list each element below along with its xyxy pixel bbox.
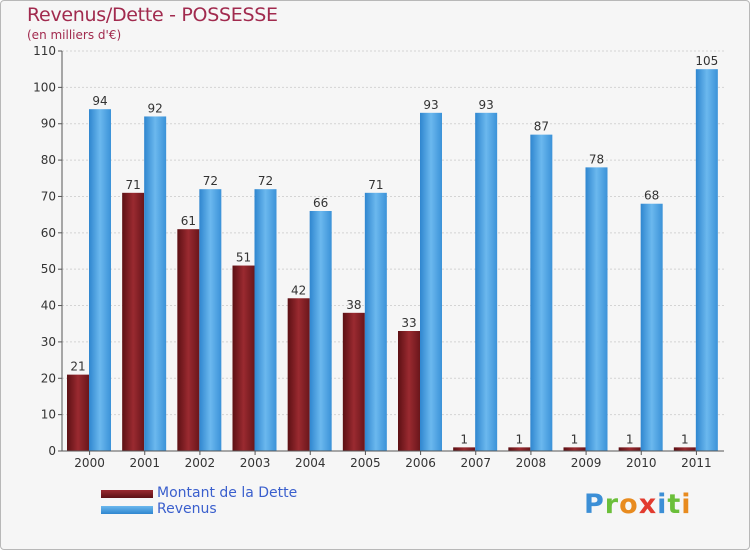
y-tick-label: 40 [41,299,56,313]
grid-layer [62,50,724,452]
y-tick-label: 20 [41,371,56,385]
data-label: 87 [534,120,549,134]
x-tick-label: 2008 [516,456,547,470]
y-tick-label: 100 [33,80,56,94]
logo-letter: o [619,489,639,520]
x-tick-label: 2010 [626,456,657,470]
x-tick-label: 2000 [74,456,105,470]
x-tick-label: 2007 [460,456,491,470]
legend-swatch-dette [101,490,153,498]
data-label: 66 [313,196,328,210]
logo-letter: t [667,489,682,520]
x-tick-label: 2006 [405,456,436,470]
x-tick-label: 2009 [571,456,602,470]
data-label: 1 [460,432,468,446]
data-label: 105 [695,54,718,68]
bar-revenus [695,69,718,451]
data-label: 1 [516,432,524,446]
y-tick-label: 90 [41,117,56,131]
data-label: 38 [346,298,361,312]
bar-dette [453,447,476,451]
data-label: 72 [258,174,273,188]
data-label: 1 [681,432,689,446]
bar-revenus [585,167,608,451]
bar-dette [67,374,89,451]
y-tick-label: 30 [41,335,56,349]
x-tick-label: 2003 [240,456,271,470]
bar-revenus [530,134,553,452]
x-tick-label: 2002 [185,456,216,470]
x-tick-label: 2005 [350,456,381,470]
data-label: 33 [401,316,416,330]
bar-dette [398,331,420,451]
bar-revenus [364,192,387,451]
logo-letter: P [584,489,605,520]
data-label: 72 [203,174,218,188]
data-label: 68 [644,189,659,203]
x-tick-label: 2011 [681,456,712,470]
bar-dette [673,447,696,451]
y-tick-label: 80 [41,153,56,167]
bar-dette [122,192,145,451]
legend-label-dette: Montant de la Dette [157,485,298,501]
bar-revenus [420,112,442,452]
bar-revenus [309,211,332,451]
data-label: 93 [479,98,494,112]
data-label: 78 [589,152,604,166]
data-label: 51 [236,251,251,265]
data-label: 1 [626,432,634,446]
data-label: 42 [291,283,306,297]
data-label: 94 [92,94,107,108]
bar-dette [287,298,310,451]
logo-letter: i [681,489,692,520]
bar-revenus [254,189,277,451]
bar-revenus [475,112,498,452]
y-tick-label: 50 [41,262,56,276]
bar-revenus [199,189,222,451]
data-label: 71 [126,178,141,192]
bar-dette [508,447,531,451]
data-label: 93 [423,98,438,112]
bars-layer [67,69,718,452]
chart-title: Revenus/Dette - POSSESSE [27,4,278,26]
data-label: 71 [368,178,383,192]
bar-dette [563,447,586,451]
y-tick-label: 0 [48,444,56,458]
proxiti-logo: Proxiti [584,489,692,520]
bar-dette [177,229,200,451]
y-tick-label: 110 [33,44,56,58]
bar-dette [232,265,255,451]
bar-dette [342,312,365,451]
x-tick-label: 2004 [295,456,326,470]
axis-layer: 0 10 20 30 40 50 60 70 80 90 100 110 2000 2001 2002 200… [33,44,724,470]
data-label: 61 [181,214,196,228]
y-tick-label: 60 [41,226,56,240]
bar-revenus [640,203,663,451]
logo-letter: x [638,489,658,520]
y-tick-label: 70 [41,189,56,203]
x-tick-label: 2001 [129,456,160,470]
bar-revenus [144,116,167,452]
bar-dette [618,447,641,451]
bar-revenus [89,109,111,451]
legend-swatch-revenus [101,506,153,514]
legend-label-revenus: Revenus [157,501,217,517]
labels-layer: 21 94 71 92 61 72 51 72 42 66 38 71 33 93 1 93 1 87 1 78 1 68… [70,54,718,446]
data-label: 92 [148,101,163,115]
logo-letter: r [604,489,620,520]
logo-letter: i [657,489,668,520]
data-label: 21 [70,360,85,374]
y-tick-label: 10 [41,408,56,422]
plot-area [62,51,724,451]
data-label: 1 [571,432,579,446]
chart-subtitle: (en milliers d'€) [27,28,122,42]
